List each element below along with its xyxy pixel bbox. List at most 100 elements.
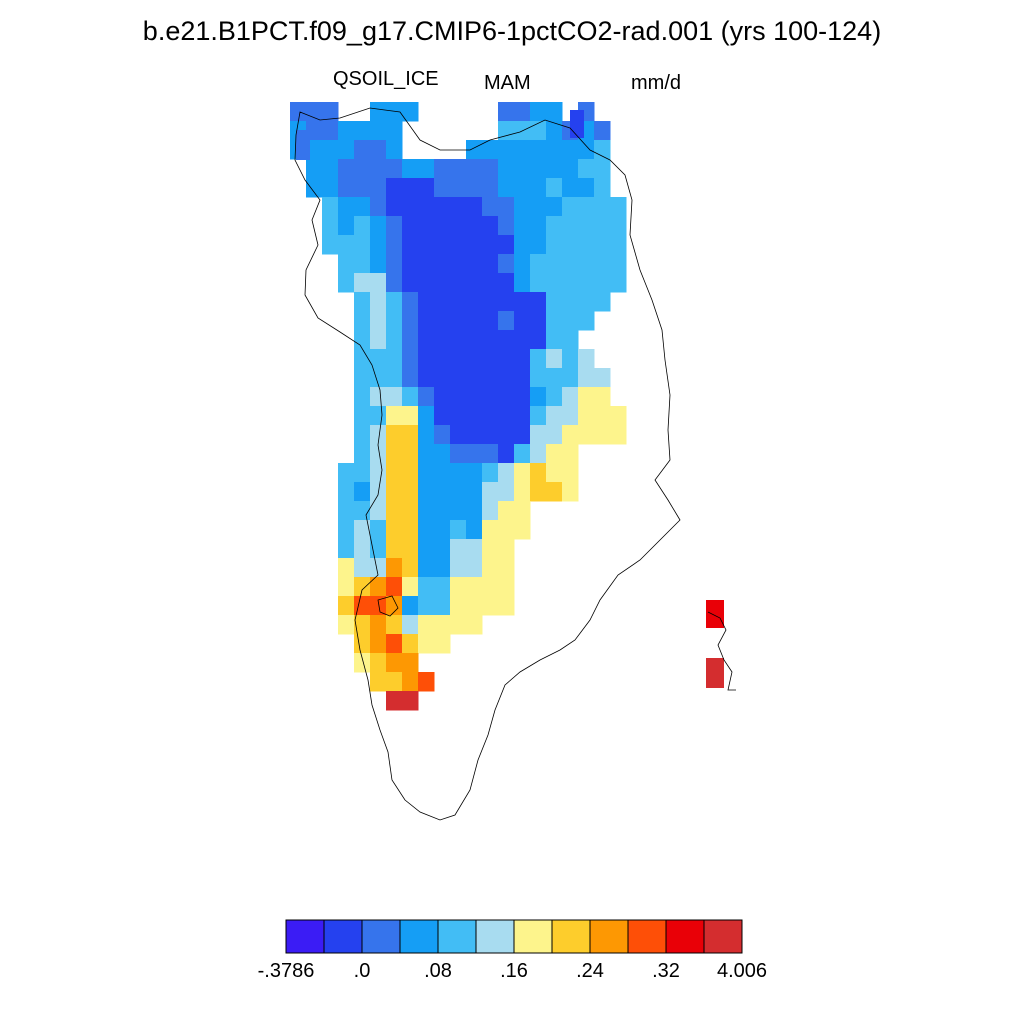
map-cell xyxy=(514,463,531,483)
map-cell xyxy=(562,463,579,483)
map-cell xyxy=(546,273,563,293)
map-cell xyxy=(418,368,435,388)
map-cell xyxy=(386,102,403,122)
map-cell xyxy=(434,178,451,198)
map-cell xyxy=(306,178,323,198)
map-cell xyxy=(498,520,515,540)
map-cell xyxy=(530,349,547,369)
map-cell xyxy=(418,216,435,236)
map-cell xyxy=(354,615,371,635)
map-cell xyxy=(450,577,467,597)
map-cell xyxy=(338,596,355,616)
map-cell xyxy=(418,482,435,502)
map-cell xyxy=(434,482,451,502)
map-cell xyxy=(594,140,611,160)
map-cell xyxy=(514,311,531,331)
map-cell xyxy=(514,349,531,369)
map-cell xyxy=(402,691,419,711)
colorbar-box xyxy=(437,919,477,954)
map-cell xyxy=(338,235,355,255)
map-cell xyxy=(370,140,387,160)
map-cell xyxy=(386,691,403,711)
map-cell xyxy=(418,596,435,616)
map-cell xyxy=(418,254,435,274)
map-cell xyxy=(450,558,467,578)
map-cell xyxy=(434,292,451,312)
map-cell xyxy=(434,273,451,293)
map-cell xyxy=(562,197,579,217)
map-cell xyxy=(546,311,563,331)
map-cell xyxy=(434,216,451,236)
coastline xyxy=(294,107,736,821)
map-cell xyxy=(498,368,515,388)
map-cell xyxy=(354,558,371,578)
map-cell xyxy=(530,140,547,160)
map-cell xyxy=(530,235,547,255)
map-cell xyxy=(466,254,483,274)
map-cell xyxy=(386,539,403,559)
map-cell xyxy=(354,121,371,141)
units-label: mm/d xyxy=(631,72,681,94)
map-cell xyxy=(466,558,483,578)
map-cell xyxy=(498,444,515,464)
colorbar-box xyxy=(513,919,553,954)
map-cell xyxy=(370,444,387,464)
map-cell xyxy=(370,216,387,236)
map-cell xyxy=(546,121,563,141)
map-cell xyxy=(482,178,499,198)
map-cell xyxy=(482,330,499,350)
map-cell xyxy=(386,463,403,483)
map-cell xyxy=(354,216,371,236)
map-cell xyxy=(498,577,515,597)
map-cell xyxy=(370,634,387,654)
map-cell xyxy=(402,102,419,122)
map-cell xyxy=(514,197,531,217)
map-cell xyxy=(418,615,435,635)
map-cell xyxy=(466,140,483,160)
map-cell xyxy=(578,159,595,179)
map-cell xyxy=(530,102,547,122)
map-cell xyxy=(514,235,531,255)
map-cell xyxy=(338,140,355,160)
map-cell xyxy=(322,216,339,236)
map-cell xyxy=(450,444,467,464)
map-cell xyxy=(434,159,451,179)
map-cell xyxy=(338,178,355,198)
map-cell xyxy=(386,520,403,540)
map-cell xyxy=(562,349,579,369)
map-cell xyxy=(498,482,515,502)
map-cell xyxy=(370,672,387,692)
variable-label: QSOIL_ICE xyxy=(333,68,439,90)
map-cell xyxy=(386,178,403,198)
map-cell xyxy=(578,273,595,293)
map-cell xyxy=(498,121,515,141)
map-cell xyxy=(386,159,403,179)
map-cell xyxy=(354,406,371,426)
colorbar-label: -.3786 xyxy=(257,960,315,982)
map-cell xyxy=(514,368,531,388)
map-cell xyxy=(570,110,584,138)
map-cell xyxy=(498,425,515,445)
map-cell xyxy=(370,254,387,274)
map-cell xyxy=(402,311,419,331)
map-cell xyxy=(386,197,403,217)
map-cell xyxy=(482,482,499,502)
map-cell xyxy=(402,520,419,540)
map-cell xyxy=(386,368,403,388)
map-cell xyxy=(434,368,451,388)
map-cell xyxy=(418,349,435,369)
map-cell xyxy=(578,178,595,198)
map-cell xyxy=(370,577,387,597)
map-title: b.e21.B1PCT.f09_g17.CMIP6-1pctCO2-rad.00… xyxy=(142,16,882,46)
map-cell xyxy=(386,406,403,426)
map-cell xyxy=(594,254,611,274)
map-cell xyxy=(466,387,483,407)
map-cell xyxy=(466,330,483,350)
map-cell xyxy=(402,235,419,255)
map-cell xyxy=(402,501,419,521)
map-cell xyxy=(434,615,451,635)
map-cell xyxy=(386,444,403,464)
map-cell xyxy=(514,482,531,502)
